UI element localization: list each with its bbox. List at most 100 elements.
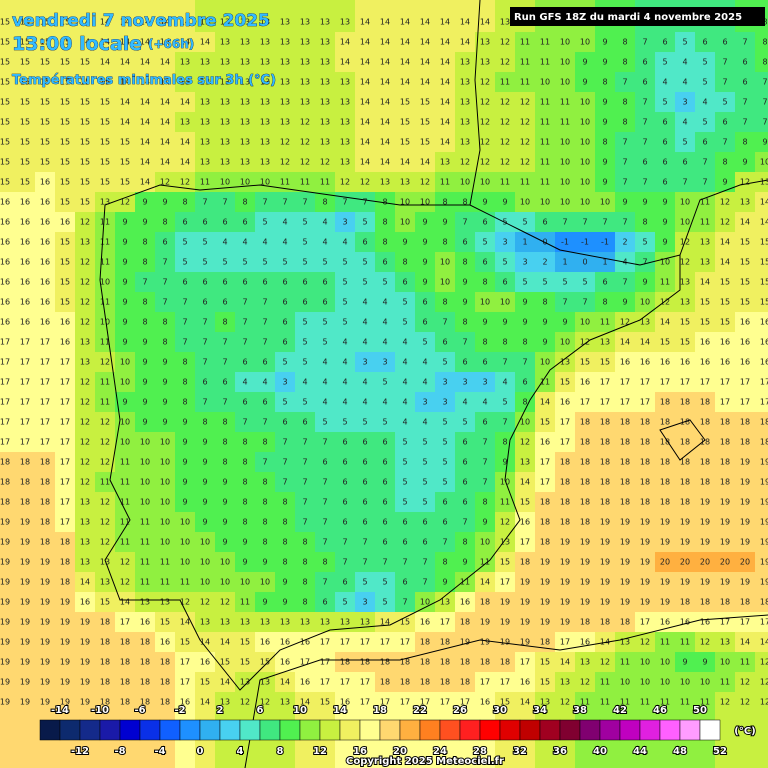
temperature-cell — [655, 512, 675, 532]
temperature-value: 16 — [40, 238, 50, 247]
temperature-cell — [195, 292, 215, 312]
temperature-cell — [235, 372, 255, 392]
temperature-cell — [695, 452, 715, 472]
temperature-value: 17 — [120, 618, 130, 627]
temperature-value: 7 — [262, 318, 267, 327]
temperature-cell — [715, 212, 735, 232]
temperature-cell — [435, 192, 455, 212]
temperature-value: 8 — [502, 338, 507, 347]
temperature-cell — [115, 72, 135, 92]
temperature-cell — [575, 592, 595, 612]
temperature-cell — [35, 52, 55, 72]
temperature-value: 6 — [362, 478, 367, 487]
temperature-value: 10 — [200, 578, 210, 587]
temperature-cell — [535, 432, 555, 452]
temperature-value: 13 — [280, 78, 290, 87]
temperature-cell — [115, 32, 135, 52]
colorbar-segment — [99, 719, 121, 741]
temperature-cell — [35, 592, 55, 612]
temperature-value: 15 — [740, 298, 750, 307]
temperature-value: 18 — [140, 658, 150, 667]
temperature-value: 19 — [40, 558, 50, 567]
temperature-cell — [395, 572, 415, 592]
temperature-cell — [375, 252, 395, 272]
temperature-cell — [515, 612, 535, 632]
temperature-value: 19 — [60, 598, 70, 607]
temperature-value: 16 — [60, 218, 70, 227]
temperature-cell — [355, 592, 375, 612]
temperature-cell — [315, 672, 335, 692]
temperature-value: 12 — [520, 438, 530, 447]
temperature-cell — [15, 72, 35, 92]
temperature-cell — [535, 492, 555, 512]
temperature-value: 18 — [760, 418, 768, 427]
temperature-cell — [0, 592, 15, 612]
temperature-cell — [0, 32, 15, 52]
temperature-cell — [655, 592, 675, 612]
temperature-cell — [515, 332, 535, 352]
colorbar-label: 8 — [277, 746, 284, 757]
temperature-value: 13 — [320, 58, 330, 67]
temperature-value: 12 — [740, 178, 750, 187]
temperature-value: 1 — [522, 238, 527, 247]
temperature-cell — [695, 412, 715, 432]
temperature-value: 19 — [80, 698, 90, 707]
temperature-cell — [455, 492, 475, 512]
temperature-cell — [255, 272, 275, 292]
temperature-value: 12 — [680, 258, 690, 267]
temperature-value: 15 — [240, 658, 250, 667]
temperature-cell — [235, 252, 255, 272]
temperature-cell — [95, 152, 115, 172]
temperature-cell — [0, 572, 15, 592]
temperature-value: 15 — [220, 658, 230, 667]
temperature-value: 14 — [120, 58, 130, 67]
temperature-value: 16 — [740, 338, 750, 347]
temperature-value: 7 — [422, 578, 427, 587]
temperature-value: 6 — [322, 458, 327, 467]
temperature-cell — [275, 512, 295, 532]
temperature-cell — [55, 412, 75, 432]
temperature-cell — [315, 332, 335, 352]
temperature-cell — [515, 272, 535, 292]
temperature-cell — [15, 632, 35, 652]
temperature-value: 19 — [680, 518, 690, 527]
temperature-value: 17 — [700, 378, 710, 387]
temperature-value: 7 — [462, 218, 467, 227]
temperature-cell — [55, 312, 75, 332]
temperature-cell — [315, 512, 335, 532]
temperature-cell — [135, 392, 155, 412]
temperature-cell — [375, 632, 395, 652]
temperature-value: 18 — [420, 638, 430, 647]
temperature-cell — [415, 332, 435, 352]
temperature-cell — [635, 212, 655, 232]
subtitle: Températures minimales sur 3h (°C) — [12, 73, 276, 88]
temperature-cell — [35, 132, 55, 152]
temperature-cell — [255, 512, 275, 532]
temperature-cell — [435, 452, 455, 472]
temperature-value: 14 — [120, 78, 130, 87]
temperature-value: 19 — [80, 638, 90, 647]
temperature-value: 10 — [200, 538, 210, 547]
temperature-cell — [75, 572, 95, 592]
temperature-cell — [35, 632, 55, 652]
temperature-cell — [255, 412, 275, 432]
temperature-cell — [115, 232, 135, 252]
temperature-cell — [715, 672, 735, 692]
temperature-cell — [315, 432, 335, 452]
temperature-value: 15 — [580, 358, 590, 367]
temperature-value: 8 — [602, 138, 607, 147]
temperature-value: 15 — [0, 138, 10, 147]
temperature-cell — [255, 532, 275, 552]
temperature-cell — [755, 232, 768, 252]
temperature-value: 9 — [582, 58, 587, 67]
temperature-cell — [15, 532, 35, 552]
temperature-cell — [75, 432, 95, 452]
temperature-cell — [15, 92, 35, 112]
temperature-value: 9 — [402, 238, 407, 247]
temperature-value: 12 — [760, 698, 768, 707]
temperature-value: 10 — [520, 418, 530, 427]
temperature-cell — [155, 332, 175, 352]
temperature-value: 19 — [20, 578, 30, 587]
temperature-value: 8 — [182, 378, 187, 387]
temperature-cell — [415, 52, 435, 72]
